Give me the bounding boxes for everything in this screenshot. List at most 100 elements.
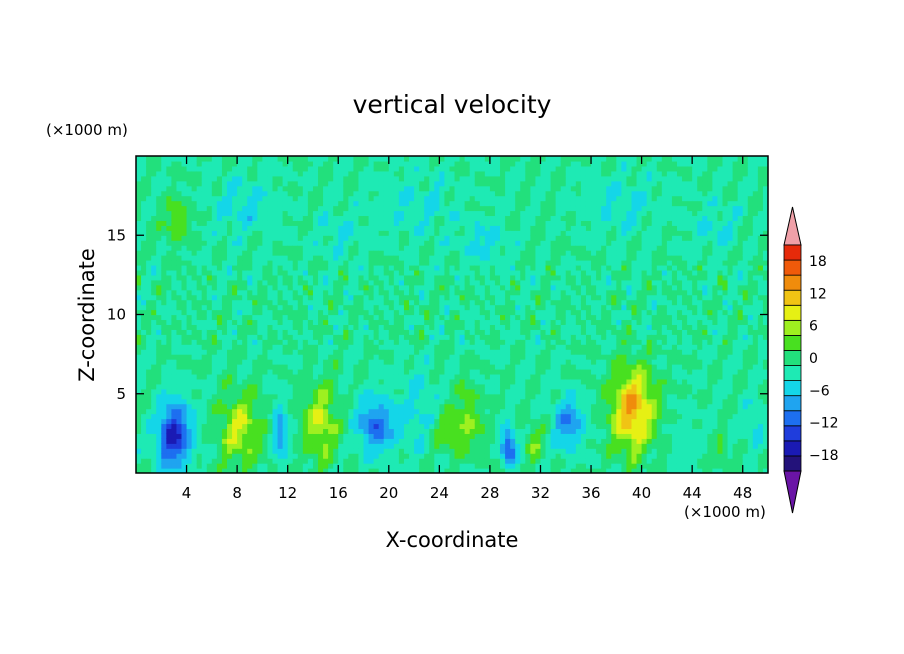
heatmap-cell (489, 383, 496, 390)
heatmap-cell (469, 284, 476, 291)
heatmap-cell (318, 319, 324, 325)
heatmap-cell (221, 195, 228, 202)
heatmap-cell (358, 250, 365, 256)
heatmap-cell (409, 393, 415, 400)
heatmap-cell (449, 468, 456, 473)
heatmap-cell (474, 468, 481, 473)
heatmap-cell (292, 354, 299, 360)
heatmap-cell (444, 438, 451, 444)
heatmap-cell (211, 393, 218, 400)
heatmap-cell (409, 418, 415, 425)
heatmap-cell (216, 438, 223, 444)
heatmap-cell (161, 423, 167, 430)
heatmap-cell (262, 195, 269, 202)
heatmap-cell (343, 359, 349, 365)
heatmap-cell (414, 403, 420, 410)
heatmap-cell (227, 329, 233, 335)
heatmap-cell (262, 423, 269, 430)
heatmap-cell (287, 344, 294, 350)
heatmap-cell (525, 175, 531, 182)
heatmap-cell (176, 393, 183, 400)
heatmap-cell (338, 458, 344, 464)
heatmap-cell (333, 359, 339, 365)
heatmap-cell (318, 205, 324, 212)
heatmap-cell (257, 388, 263, 395)
heatmap-cell (464, 260, 471, 266)
heatmap-cell (479, 324, 486, 330)
heatmap-cell (338, 423, 344, 430)
heatmap-cell (262, 433, 269, 439)
heatmap-cell (156, 220, 162, 226)
heatmap-cell (297, 428, 304, 434)
heatmap-cell (489, 378, 496, 385)
heatmap-cell (186, 165, 193, 172)
heatmap-cell (429, 195, 435, 202)
heatmap-cell (176, 433, 183, 439)
heatmap-cell (378, 334, 385, 340)
heatmap-cell (307, 408, 314, 415)
heatmap-cell (181, 403, 188, 410)
heatmap-cell (247, 378, 253, 385)
heatmap-cell (363, 438, 370, 444)
heatmap-cell (378, 279, 385, 286)
heatmap-cell (242, 170, 248, 177)
heatmap-cell (419, 324, 425, 330)
heatmap-cell (156, 284, 162, 291)
heatmap-cell (166, 165, 172, 172)
heatmap-cell (292, 383, 299, 390)
heatmap-cell (484, 438, 491, 444)
heatmap-cell (388, 215, 395, 221)
heatmap-cell (424, 428, 430, 434)
heatmap-cell (318, 373, 324, 380)
heatmap-cell (328, 418, 334, 425)
heatmap-cell (136, 185, 142, 192)
heatmap-cell (464, 304, 471, 311)
heatmap-cell (247, 329, 253, 335)
heatmap-cell (459, 230, 466, 236)
heatmap-cell (454, 368, 461, 375)
heatmap-cell (510, 408, 516, 415)
heatmap-cell (338, 175, 344, 182)
heatmap-cell (393, 388, 400, 395)
heatmap-cell (505, 309, 511, 316)
heatmap-cell (328, 289, 334, 296)
heatmap-cell (237, 230, 243, 236)
heatmap-cell (257, 468, 263, 473)
heatmap-cell (141, 279, 147, 286)
heatmap-cell (242, 195, 248, 202)
heatmap-cell (292, 215, 299, 221)
heatmap-cell (368, 433, 375, 439)
heatmap-cell (464, 324, 471, 330)
heatmap-cell (191, 359, 198, 365)
heatmap-cell (338, 314, 344, 321)
heatmap-cell (297, 324, 304, 330)
heatmap-cell (484, 274, 491, 281)
heatmap-cell (282, 319, 289, 325)
heatmap-cell (201, 423, 208, 430)
heatmap-cell (358, 443, 365, 449)
heatmap-cell (272, 289, 279, 296)
heatmap-cell (242, 334, 248, 340)
heatmap-cell (242, 329, 248, 335)
heatmap-cell (353, 393, 360, 400)
heatmap-cell (403, 289, 410, 296)
heatmap-cell (459, 423, 466, 430)
heatmap-cell (388, 443, 395, 449)
heatmap-cell (419, 413, 425, 420)
heatmap-cell (191, 398, 198, 405)
heatmap-cell (181, 378, 188, 385)
heatmap-cell (525, 329, 531, 335)
heatmap-cell (434, 443, 440, 449)
heatmap-cell (282, 458, 289, 464)
heatmap-cell (282, 274, 289, 281)
heatmap-cell (510, 468, 516, 473)
heatmap-cell (318, 156, 324, 162)
heatmap-cell (282, 309, 289, 316)
heatmap-cell (464, 185, 471, 192)
heatmap-cell (287, 294, 294, 301)
heatmap-cell (216, 324, 223, 330)
heatmap-cell (363, 289, 370, 296)
heatmap-cell (515, 190, 521, 197)
heatmap-cell (186, 453, 193, 459)
heatmap-cell (257, 433, 263, 439)
